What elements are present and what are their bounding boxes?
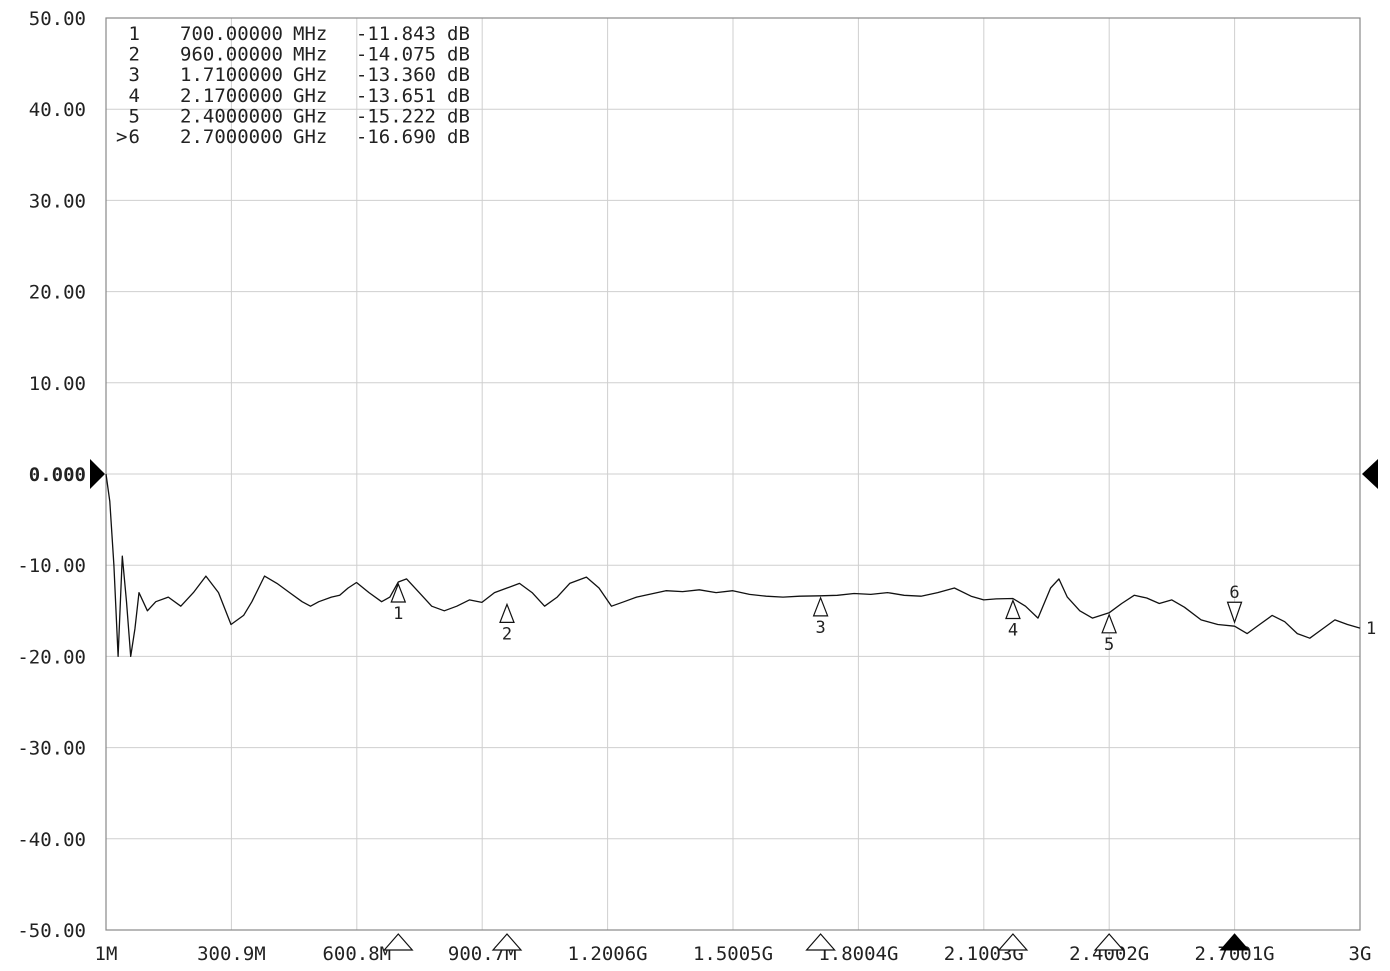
marker-readout-freq: 700.00000 [180, 23, 283, 45]
marker-readout-freq: 2.7000000 [180, 126, 283, 148]
marker-label: 6 [1229, 583, 1239, 603]
marker-readout-id: 4 [129, 85, 140, 107]
marker-readout-value: -16.690 [356, 126, 436, 148]
x-tick-label: 1.2006G [568, 943, 648, 965]
y-tick-label: -30.00 [17, 738, 86, 760]
marker-label: 3 [815, 618, 825, 638]
marker-readout-value-unit: dB [447, 64, 470, 86]
marker-readout-value: -13.651 [356, 85, 436, 107]
y-tick-label: 0.000 [29, 464, 86, 486]
x-tick-label: 2.7001G [1195, 943, 1275, 965]
marker-readout-value: -13.360 [356, 64, 436, 86]
marker-readout-value-unit: dB [447, 126, 470, 148]
x-tick-label: 2.4002G [1069, 943, 1149, 965]
x-tick-label: 1.5005G [693, 943, 773, 965]
marker-axis-icon [1093, 933, 1125, 951]
marker-axis-icon [491, 933, 523, 951]
y-tick-labels: 50.00 40.00 30.00 20.00 10.00 0.000 -10.00 -20.… [17, 8, 86, 942]
grid [105, 17, 1361, 931]
marker-readout-id: 1 [129, 23, 140, 45]
marker-readout-id: 2 [129, 44, 140, 66]
marker-readout-unit: MHz [293, 44, 327, 66]
marker-readout-unit: GHz [293, 64, 327, 86]
marker-readout-unit: GHz [293, 105, 327, 127]
marker-readout-freq: 1.7100000 [180, 64, 283, 86]
y-tick-label: 30.00 [29, 190, 86, 212]
marker-label: 5 [1104, 635, 1114, 655]
marker-readout-freq: 2.1700000 [180, 85, 283, 107]
marker-label: 4 [1008, 620, 1018, 640]
marker-axis-icon [997, 933, 1029, 951]
marker-label: 2 [502, 624, 512, 644]
trace-label: 1 [1366, 619, 1376, 639]
marker-readout-value: -11.843 [356, 23, 436, 45]
x-tick-label: 1.8004G [818, 943, 898, 965]
y-tick-label: 20.00 [29, 282, 86, 304]
x-tick-labels: 1M 300.9M 600.8M 900.7M 1.2006G 1.5005G 1.8004… [95, 943, 1372, 965]
marker-readout-value: -15.222 [356, 105, 436, 127]
marker-icon [1101, 613, 1117, 634]
marker-icon [1005, 598, 1021, 620]
trace-line [105, 473, 1361, 658]
marker-readout-id: 3 [129, 64, 140, 86]
y-tick-label: 10.00 [29, 373, 86, 395]
marker-icon [812, 596, 829, 617]
marker-readout-freq: 2.4000000 [180, 105, 283, 127]
x-tick-label: 1M [95, 943, 118, 965]
marker-icon [499, 602, 515, 623]
marker-readout-unit: MHz [293, 23, 327, 45]
reference-level-left-icon [90, 459, 105, 489]
marker-readout-value-unit: dB [447, 44, 470, 66]
y-tick-label: -20.00 [17, 646, 86, 668]
y-tick-label: 40.00 [29, 99, 86, 121]
marker-readout-value-unit: dB [447, 23, 470, 45]
active-marker-indicator: > [116, 126, 127, 148]
marker-label: 1 [393, 604, 403, 624]
marker-readout-id: 6 [129, 126, 140, 148]
marker-axis-icon [805, 933, 836, 951]
reference-level-right-icon [1362, 459, 1378, 489]
y-tick-label: 50.00 [29, 8, 86, 30]
y-tick-label: -40.00 [17, 829, 86, 851]
x-tick-label: 600.8M [322, 943, 391, 965]
marker-icon [1226, 601, 1243, 625]
marker-readout-unit: GHz [293, 126, 327, 148]
marker-readout-freq: 960.00000 [180, 44, 283, 66]
marker-icon [390, 582, 407, 603]
x-tick-label: 3G [1349, 943, 1372, 965]
marker-axis-icon [1219, 933, 1250, 951]
marker-readout-value-unit: dB [447, 85, 470, 107]
marker-group: 1 2 3 4 5 6 [382, 582, 1250, 951]
marker-readout-value-unit: dB [447, 105, 470, 127]
marker-readout-unit: GHz [293, 85, 327, 107]
y-tick-label: -50.00 [17, 920, 86, 942]
reference-level-group [90, 459, 1378, 489]
marker-readout-value: -14.075 [356, 44, 436, 66]
marker-axis-icon [382, 933, 414, 951]
marker-readout-list: 1 700.00000 MHz -11.843 dB 2 960.00000 MHz -14.0… [116, 23, 470, 148]
trace-group: 1 [105, 473, 1376, 658]
y-tick-label: -10.00 [17, 555, 86, 577]
marker-readout-id: 5 [129, 105, 140, 127]
x-tick-label: 300.9M [197, 943, 266, 965]
